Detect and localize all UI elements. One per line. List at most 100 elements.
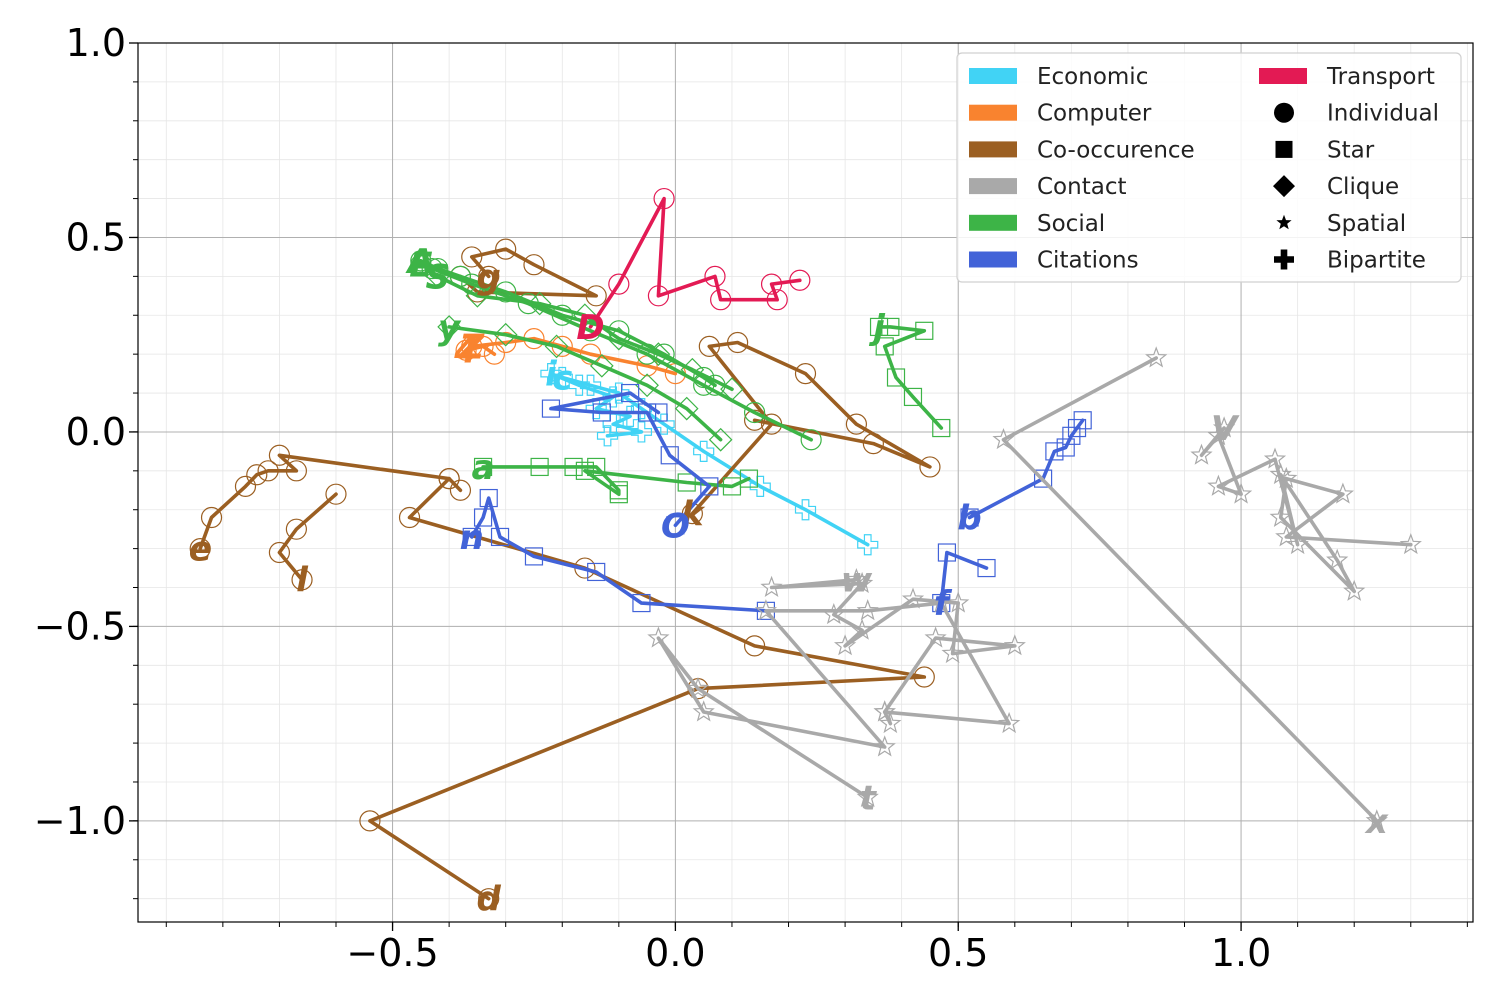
- data-point-b: [1067, 418, 1087, 438]
- series-x: [992, 346, 1388, 831]
- series-layer: [189, 187, 1422, 910]
- data-point-d: [359, 810, 381, 832]
- trajectory-label-x: x: [1364, 802, 1389, 842]
- data-point-d: [478, 888, 500, 910]
- data-point-n: [632, 593, 651, 613]
- legend-label-contact: Contact: [1037, 174, 1126, 200]
- data-point-S: [573, 303, 597, 328]
- data-point-w: [833, 634, 857, 656]
- data-point-t: [997, 711, 1021, 734]
- data-point-l: [325, 483, 347, 505]
- data-point-e: [189, 538, 211, 560]
- data-point-y: [493, 322, 518, 347]
- trajectory-label-t: t: [860, 779, 878, 819]
- series-line-O: [549, 391, 712, 528]
- x-tick-label: 0.5: [928, 931, 988, 975]
- data-point-b: [960, 508, 979, 527]
- data-point-A: [693, 366, 715, 389]
- data-point-d: [398, 506, 421, 529]
- series-t: [647, 591, 1021, 807]
- data-point-j: [869, 317, 889, 337]
- data-point-V: [1326, 548, 1349, 570]
- legend-label-social: Social: [1037, 211, 1105, 237]
- data-point-E: [743, 401, 766, 424]
- data-point-c: [693, 440, 715, 462]
- data-point-n: [524, 547, 544, 566]
- legend-label-citations: Citations: [1037, 248, 1139, 274]
- series-l: [268, 483, 347, 591]
- trajectory-label-k: k: [681, 495, 706, 535]
- data-point-k: [794, 362, 817, 385]
- trajectory-label-Z: Z: [458, 327, 485, 367]
- legend-swatch-computer: [969, 104, 1017, 121]
- data-point-E: [421, 257, 443, 280]
- data-point-e: [246, 464, 268, 486]
- data-point-S: [465, 283, 490, 308]
- data-point-V: [1269, 505, 1292, 527]
- legend-label-individual: Individual: [1327, 101, 1439, 127]
- data-point-n: [479, 488, 498, 508]
- data-point-O: [700, 477, 719, 496]
- trajectory-label-f: f: [934, 584, 953, 624]
- legend-item-transport: Transport: [1259, 64, 1435, 90]
- trajectory-label-j: j: [868, 308, 886, 348]
- data-point-D: [710, 289, 732, 311]
- data-point-l: [291, 569, 313, 591]
- legend-label-computer: Computer: [1037, 101, 1152, 127]
- data-point-a: [677, 473, 696, 492]
- trajectory-label-4: 4: [453, 331, 478, 371]
- data-point-t: [873, 735, 896, 757]
- data-point-4: [472, 335, 494, 357]
- data-point-j: [932, 418, 951, 438]
- data-point-S: [527, 291, 552, 316]
- data-point-D: [789, 269, 811, 291]
- series-line-n: [469, 496, 768, 613]
- data-point-w: [879, 711, 902, 734]
- x-tick-label: 1.0: [1211, 931, 1271, 975]
- legend-item-bipartite: Bipartite: [1274, 248, 1426, 274]
- series-line-d: [368, 476, 927, 901]
- data-point-O: [621, 383, 640, 403]
- data-point-t: [754, 599, 778, 621]
- data-point-w: [850, 618, 874, 640]
- y-tick-label: 0.5: [66, 215, 126, 259]
- data-point-a: [739, 469, 759, 488]
- series-y: [437, 315, 733, 452]
- y-tick-label: 0.0: [66, 410, 126, 454]
- data-point-j: [915, 321, 934, 340]
- data-point-i: [602, 386, 624, 408]
- legend: Economic Computer Co-occurence Contact Socia…: [956, 52, 1462, 283]
- series-line-c: [560, 375, 870, 547]
- legend-swatch-transport: [1259, 68, 1307, 84]
- data-point-V: [1331, 482, 1355, 504]
- series-k: [681, 331, 941, 525]
- y-axis-ticks: 1.0 0.5 0.0 −0.5 −1.0: [34, 21, 138, 843]
- series-line-x: [1001, 356, 1379, 823]
- data-point-w: [941, 641, 964, 664]
- y-tick-label: −1.0: [34, 799, 126, 843]
- legend-label-spatial: Spatial: [1327, 211, 1406, 237]
- data-point-g: [585, 285, 607, 307]
- data-point-d: [743, 635, 766, 657]
- data-point-k: [727, 331, 749, 354]
- data-point-w: [850, 571, 874, 594]
- data-point-w: [873, 700, 896, 722]
- legend-swatch-contact: [969, 178, 1017, 195]
- data-point-e: [257, 460, 279, 482]
- trajectory-label-b: b: [957, 499, 981, 539]
- series-D: [579, 187, 811, 338]
- data-point-D: [704, 265, 726, 287]
- data-point-y: [674, 396, 699, 421]
- data-point-D: [653, 187, 675, 210]
- legend-item-clique: Clique: [1273, 174, 1399, 200]
- data-point-k: [862, 433, 884, 455]
- data-point-O: [638, 403, 657, 422]
- data-point-e: [285, 460, 307, 482]
- data-point-a: [530, 457, 549, 477]
- data-point-j: [881, 317, 900, 337]
- data-point-4: [455, 339, 477, 361]
- trajectory-label-i: i: [545, 355, 558, 395]
- data-point-S: [425, 264, 450, 289]
- trajectory-label-n: n: [460, 518, 484, 558]
